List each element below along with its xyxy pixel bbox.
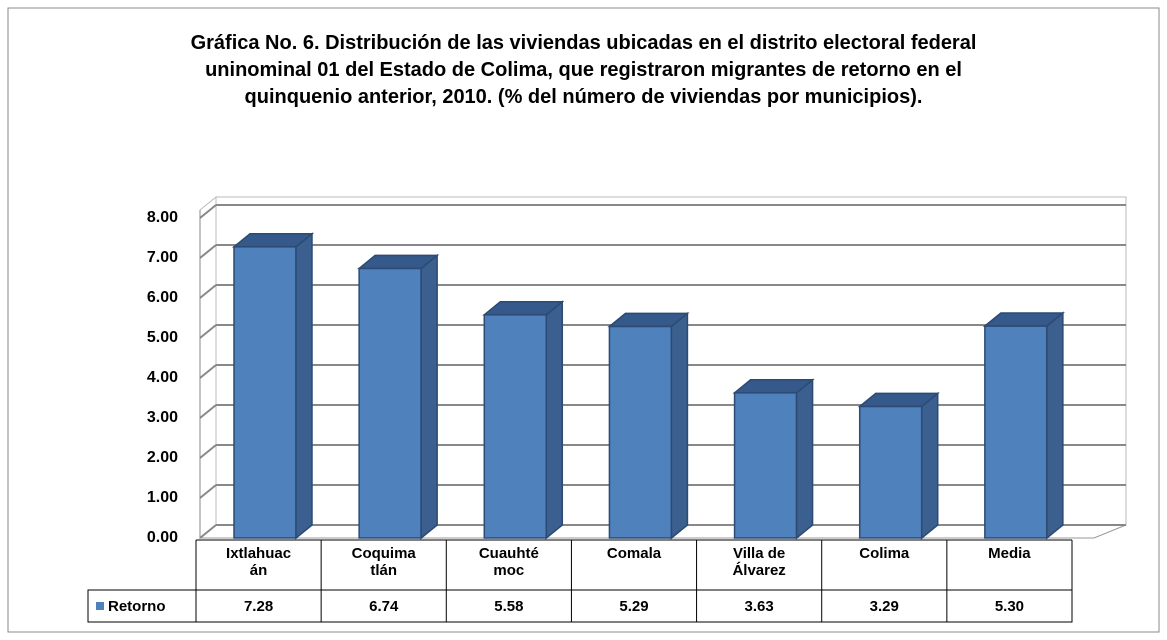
value-label: 5.30 (995, 598, 1024, 615)
y-tick-label: 4.00 (147, 369, 178, 386)
grid-line-side (199, 484, 217, 499)
grid-line-side (199, 244, 217, 259)
bar-front (233, 246, 297, 539)
grid-line-side (199, 444, 217, 459)
x-tick-label: Media (988, 545, 1031, 562)
bar (357, 253, 440, 540)
x-tick-label: Coquimatlán (351, 545, 416, 579)
title-box: Gráfica No. 6. Distribución de las vivie… (190, 32, 977, 108)
grid-line-side (199, 364, 217, 379)
y-tick-label: 6.00 (147, 289, 178, 306)
value-label: 6.74 (369, 598, 399, 615)
y-tick-label: 5.00 (147, 329, 178, 346)
bar-front (358, 267, 422, 539)
category-cell: Cuauhtémoc (478, 545, 539, 579)
bar-top (482, 301, 565, 316)
bar-side (295, 232, 313, 540)
category-cell: Villa de Álvarez (732, 545, 786, 579)
bar (857, 391, 940, 540)
bar-top (231, 233, 315, 248)
bar-side (545, 300, 564, 540)
bar-side (795, 378, 814, 540)
bar (607, 311, 690, 540)
y-tick-label: 0.00 (147, 529, 178, 546)
bar-front (858, 405, 923, 539)
grid-line-side (199, 524, 217, 539)
chart-title: Gráfica No. 6. Distribución de las vivie… (190, 32, 977, 108)
value-label: 3.63 (745, 598, 774, 615)
y-tick-label: 1.00 (147, 489, 178, 506)
grid-line-side (199, 284, 217, 299)
category-cell: Media (988, 545, 1031, 562)
bar-side (920, 391, 939, 540)
bar-front (483, 314, 548, 539)
y-tick-label: 3.00 (147, 409, 178, 426)
bar-front (608, 325, 673, 539)
category-cell: Ixtlahuacán (226, 545, 292, 579)
bar (982, 311, 1065, 540)
bar-side (1046, 311, 1064, 540)
bar-top (607, 312, 690, 328)
y-tick-label: 2.00 (147, 449, 178, 466)
bar-side (420, 253, 438, 540)
category-cell: Colima (859, 545, 910, 562)
grid-line-side (199, 404, 217, 419)
bar (732, 378, 815, 540)
bar-front (733, 392, 798, 539)
bar-top (357, 254, 440, 270)
value-label: 5.29 (619, 598, 648, 615)
bar-front (984, 325, 1048, 539)
x-tick-label: Colima (859, 545, 910, 562)
x-tick-label: Villa de Álvarez (732, 545, 786, 579)
legend-label: Retorno (108, 598, 166, 615)
grid-line-side (199, 324, 217, 339)
value-label: 7.28 (244, 598, 273, 615)
grid-line-side (199, 204, 217, 219)
x-tick-label: Ixtlahuacán (226, 545, 292, 579)
category-cell: Comala (606, 545, 662, 562)
value-label: 5.58 (494, 598, 523, 615)
bar (231, 232, 315, 540)
y-tick-label: 7.00 (147, 249, 178, 266)
x-tick-label: Comala (606, 545, 662, 562)
y-tick-label: 8.00 (147, 209, 178, 226)
bar-top (732, 379, 815, 394)
x-tick-label: Cuauhtémoc (478, 545, 539, 579)
legend-key (96, 602, 104, 610)
bar-top (982, 312, 1065, 327)
value-label: 3.29 (870, 598, 899, 615)
bar-top (857, 392, 940, 408)
category-cell: Coquimatlán (351, 545, 416, 579)
bar (482, 300, 565, 540)
bar-side (670, 311, 689, 540)
